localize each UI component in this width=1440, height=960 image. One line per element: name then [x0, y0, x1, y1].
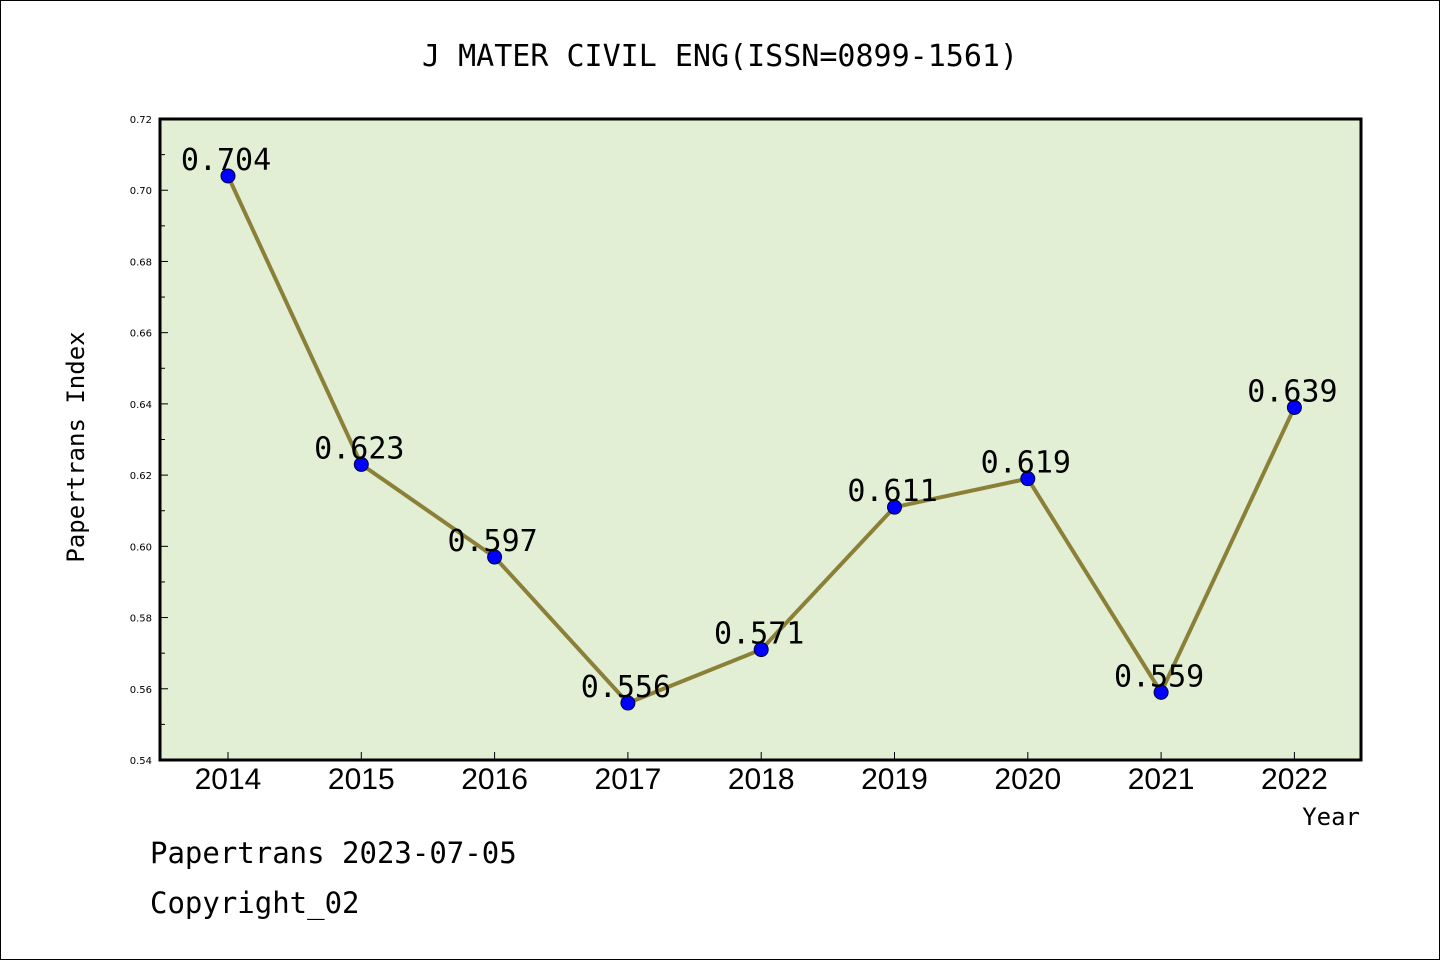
y-tick-label: 0.68: [130, 257, 152, 268]
x-tick-label: 2016: [461, 763, 528, 796]
y-axis: 0.54 0.56 0.58 0.60 0.62 0.64 0.66 0.68 0.70 0.72: [130, 115, 168, 767]
series-markers: [220, 168, 1302, 711]
data-label: 0.704: [181, 143, 271, 178]
data-labels: 0.704 0.623 0.597 0.556 0.571 0.611 0.619 0.559…: [181, 143, 1338, 705]
x-axis-label: Year: [1302, 803, 1360, 831]
data-label: 0.611: [847, 474, 937, 509]
data-point: [620, 695, 636, 711]
y-tick-label: 0.60: [130, 542, 152, 553]
data-label: 0.597: [447, 524, 537, 559]
data-label: 0.623: [314, 431, 404, 466]
y-axis-label: Papertrans Index: [62, 331, 90, 562]
footer-date: Papertrans 2023-07-05: [150, 836, 517, 870]
y-tick-label: 0.66: [130, 329, 152, 340]
data-label: 0.571: [714, 617, 804, 652]
data-point: [220, 168, 236, 184]
y-tick-label: 0.70: [130, 186, 152, 197]
x-tick-label: 2014: [195, 763, 262, 796]
data-point: [1153, 684, 1169, 700]
x-tick-label: 2019: [861, 763, 928, 796]
y-tick-label: 0.54: [130, 756, 152, 767]
x-tick-label: 2020: [994, 763, 1061, 796]
data-point: [753, 642, 769, 658]
data-label: 0.619: [981, 446, 1071, 481]
y-tick-label: 0.72: [130, 115, 152, 126]
x-tick-label: 2022: [1261, 763, 1328, 796]
data-label: 0.639: [1247, 374, 1337, 409]
y-tick-label: 0.62: [130, 471, 152, 482]
x-axis: 2014 2015 2016 2017 2018 2019 2020 2021 2022: [195, 752, 1328, 796]
x-tick-label: 2017: [595, 763, 662, 796]
data-point: [1020, 471, 1036, 487]
data-label: 0.559: [1114, 659, 1204, 694]
chart-title: J MATER CIVIL ENG(ISSN=0899-1561): [422, 39, 1018, 74]
x-tick-label: 2021: [1128, 763, 1195, 796]
data-point: [1286, 399, 1302, 415]
data-point: [353, 456, 369, 472]
x-tick-label: 2018: [728, 763, 795, 796]
data-point: [487, 549, 503, 565]
y-tick-label: 0.58: [130, 614, 152, 625]
footer-copyright: Copyright_02: [150, 886, 360, 920]
y-tick-label: 0.64: [130, 400, 152, 411]
y-tick-label: 0.56: [130, 685, 152, 696]
data-point: [887, 499, 902, 515]
data-label: 0.556: [581, 670, 671, 705]
x-tick-label: 2015: [328, 763, 395, 796]
